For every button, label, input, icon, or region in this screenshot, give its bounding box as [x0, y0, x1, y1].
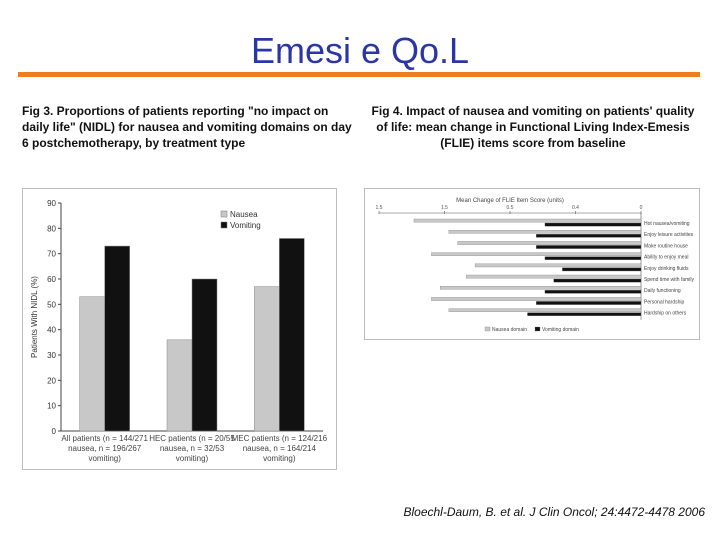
hbar-nausea-8 — [431, 297, 642, 301]
y-category-label: Hardship on others — [644, 311, 687, 317]
hbar-nausea-6 — [466, 274, 642, 279]
x-tick-label: 0.4 — [572, 205, 579, 211]
bar-nausea-3 — [254, 286, 280, 432]
legend-label-nausea: Nausea domain — [492, 327, 527, 333]
hbar-vomiting-5 — [562, 267, 642, 272]
y-category-label: Ability to enjoy meal — [644, 255, 688, 261]
hbar-vomiting-8 — [536, 301, 642, 305]
fig3-bar-chart: 0 10 20 30 40 50 60 70 80 90 Patients With NIDL (%… — [30, 199, 328, 463]
y-tick-label: 30 — [47, 351, 56, 360]
y-category-label: Enjoy leisure activities — [644, 232, 694, 238]
x-category-label: MEC patients (n = 124/216 — [232, 434, 328, 443]
fig4-chart-panel: Mean Change of FLIE Item Score (units) 1.… — [364, 188, 700, 340]
x-category-label: nausea, n = 196/267 — [68, 444, 142, 453]
y-tick-label: 20 — [47, 376, 56, 385]
fig4-horizontal-bar-chart: Mean Change of FLIE Item Score (units) 1.… — [376, 198, 695, 333]
y-tick-label: 90 — [47, 199, 56, 208]
hbar-nausea-9 — [448, 308, 642, 312]
x-category-label: vomiting) — [263, 454, 296, 463]
y-category-label: Spend time with family — [644, 277, 695, 283]
hbar-vomiting-7 — [544, 290, 642, 294]
x-category-label: vomiting) — [176, 454, 209, 463]
legend-label-vomiting: Vomiting domain — [542, 327, 579, 333]
y-tick-label: 40 — [47, 326, 56, 335]
y-tick-label: 80 — [47, 224, 56, 233]
bar-nausea-1 — [79, 296, 105, 432]
y-category-label: Daily functioning — [644, 288, 681, 294]
title-underline — [18, 72, 700, 77]
y-axis-label: Patients With NIDL (%) — [30, 276, 39, 358]
y-category-label: Make routine house — [644, 243, 688, 249]
x-tick-label: 0 — [640, 205, 643, 211]
x-category-label: nausea, n = 164/214 — [243, 444, 317, 453]
hbar-nausea-1 — [413, 218, 642, 223]
fig4-caption: Fig 4. Impact of nausea and vomiting on … — [371, 104, 695, 150]
y-tick-label: 0 — [52, 427, 57, 436]
hbar-nausea-5 — [474, 263, 642, 268]
hbar-vomiting-9 — [527, 312, 642, 316]
bar-vomiting-3 — [279, 238, 305, 432]
bar-vomiting-2 — [191, 278, 218, 432]
legend-label-vomiting: Vomiting — [230, 221, 261, 230]
x-tick-label: 1.5 — [376, 205, 383, 211]
hbar-nausea-2 — [448, 230, 642, 234]
slide-title: Emesi e Qo.L — [250, 30, 470, 71]
x-category-label: All patients (n = 144/271 — [61, 434, 148, 443]
fig4-chart-title: Mean Change of FLIE Item Score (units) — [456, 198, 564, 204]
bar-vomiting-1 — [104, 245, 130, 432]
legend-label-nausea: Nausea — [230, 210, 258, 219]
y-tick-label: 50 — [47, 300, 56, 309]
hbar-nausea-4 — [431, 252, 642, 256]
legend-swatch-vomiting — [534, 326, 541, 332]
y-tick-label: 10 — [47, 402, 56, 411]
bar-nausea-2 — [166, 339, 193, 432]
hbar-nausea-7 — [439, 286, 642, 290]
y-tick-label: 70 — [47, 250, 56, 259]
hbar-vomiting-6 — [553, 278, 642, 283]
citation: Bloechl-Daum, B. et al. J Clin Oncol; 24… — [403, 505, 705, 519]
hbar-vomiting-1 — [544, 222, 642, 227]
legend-swatch-nausea — [220, 210, 228, 218]
y-category-label: Hot nausea/vomiting — [644, 221, 690, 227]
x-category-label: nausea, n = 32/53 — [160, 444, 225, 453]
hbar-vomiting-3 — [536, 245, 642, 249]
y-category-label: Personal hardship — [644, 299, 685, 305]
x-category-label: HEC patients (n = 20/55 — [149, 434, 235, 443]
hbar-vomiting-2 — [536, 234, 642, 238]
legend-swatch-vomiting — [220, 221, 228, 229]
hbar-nausea-3 — [457, 241, 642, 245]
legend-swatch-nausea — [484, 326, 491, 332]
x-category-label: vomiting) — [88, 454, 121, 463]
fig3-chart-panel: 0 10 20 30 40 50 60 70 80 90 Patients With NIDL (%… — [22, 188, 337, 470]
y-category-label: Enjoy drinking fluids — [644, 266, 689, 272]
x-tick-label: 1.5 — [441, 205, 448, 211]
y-tick-label: 60 — [47, 275, 56, 284]
hbar-vomiting-4 — [544, 256, 642, 260]
fig3-caption: Fig 3. Proportions of patients reporting… — [22, 104, 352, 150]
x-tick-label: 0.5 — [507, 205, 514, 211]
